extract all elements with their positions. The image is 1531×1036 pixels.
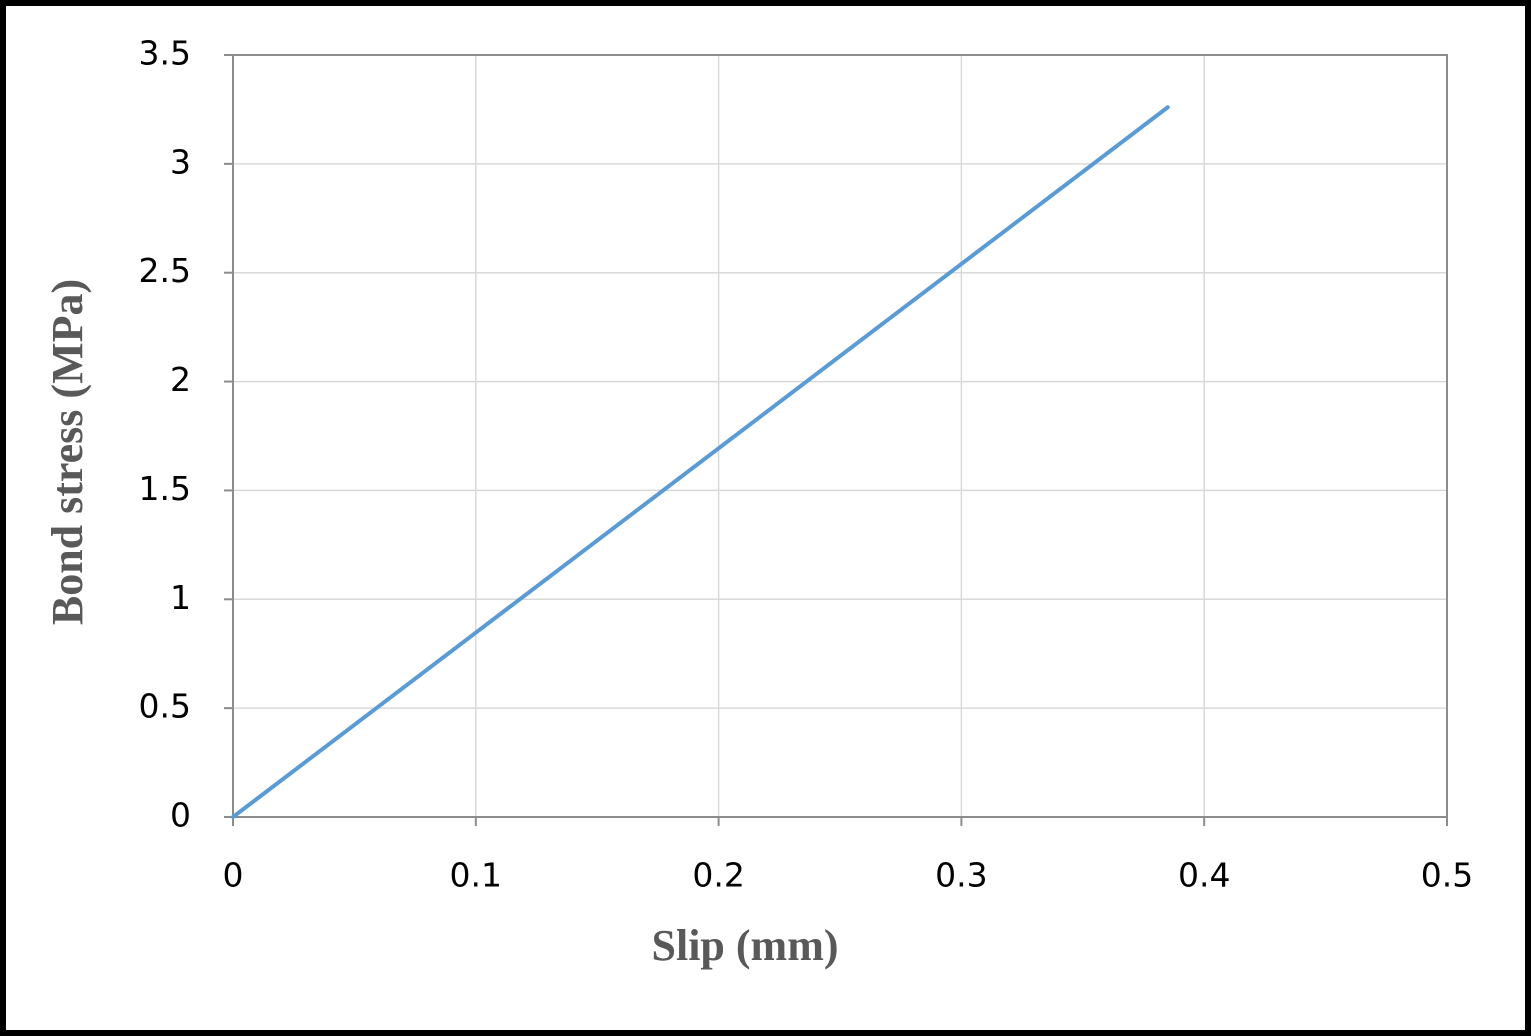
y-tick-label: 0.5 xyxy=(139,687,191,726)
y-tick-label: 3.5 xyxy=(139,34,191,73)
y-tick-label: 1 xyxy=(170,578,191,617)
data-line xyxy=(231,105,1170,819)
x-tick-label: 0.3 xyxy=(935,856,987,895)
y-tick-label: 2.5 xyxy=(139,251,191,290)
x-tick-label: 0.2 xyxy=(692,856,744,895)
x-tick-label: 0.4 xyxy=(1178,856,1230,895)
y-axis-title: Bond stress (MPa) xyxy=(43,279,92,625)
plot-frame xyxy=(232,54,1448,818)
x-tick-label: 0 xyxy=(223,856,244,895)
x-tick-label: 0.5 xyxy=(1421,856,1473,895)
x-axis-title: Slip (mm) xyxy=(652,921,839,970)
y-tick-label: 1.5 xyxy=(139,469,191,508)
y-tick-label: 0 xyxy=(170,796,191,835)
x-tick-label: 0.1 xyxy=(450,856,502,895)
y-tick-label: 2 xyxy=(170,360,191,399)
y-tick-label: 3 xyxy=(170,142,191,181)
